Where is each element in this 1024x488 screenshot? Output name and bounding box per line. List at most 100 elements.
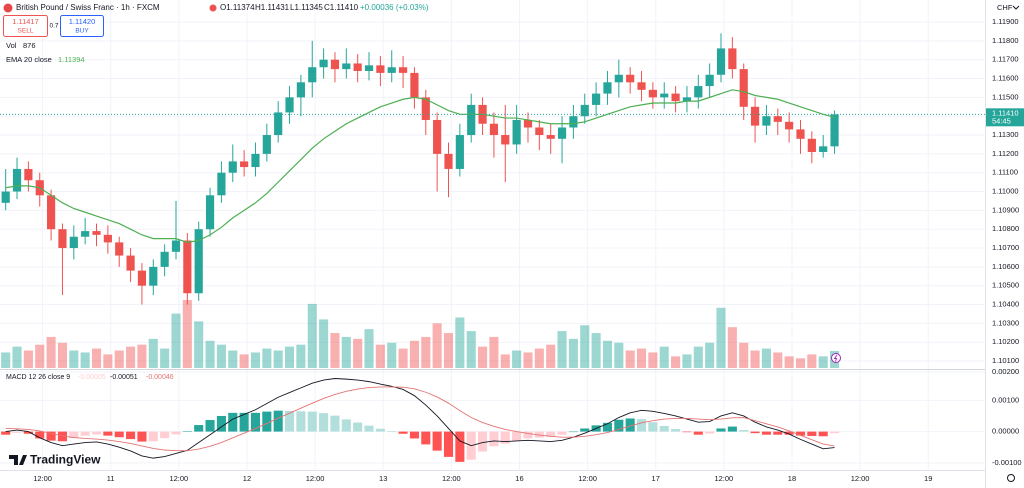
buy-box[interactable] bbox=[60, 15, 104, 37]
macd-histogram-bar bbox=[659, 425, 669, 432]
candle-body bbox=[648, 89, 657, 98]
macd-histogram-bar bbox=[682, 431, 692, 433]
macd-histogram-bar bbox=[443, 431, 454, 457]
macd-histogram-bar bbox=[341, 419, 351, 432]
macd-line bbox=[5, 378, 835, 459]
candle-body bbox=[24, 168, 33, 181]
candle-body bbox=[1, 191, 10, 203]
volume-bar bbox=[35, 344, 45, 368]
ohlc-open: O1.11374 bbox=[220, 3, 255, 12]
candle-body bbox=[160, 251, 169, 267]
buy-label[interactable]: BUY bbox=[75, 28, 89, 35]
sell-label[interactable]: SELL bbox=[18, 28, 34, 35]
candle-body bbox=[694, 86, 703, 98]
candle-body bbox=[308, 67, 317, 83]
volume-bar bbox=[614, 342, 624, 368]
candle-body bbox=[819, 146, 828, 152]
macd-histogram-bar bbox=[330, 415, 340, 432]
axis-menu[interactable] bbox=[1012, 5, 1020, 10]
ohlc-high: H1.11431 bbox=[255, 3, 290, 12]
macd-histogram-bar bbox=[46, 431, 56, 441]
macd-histogram-bar bbox=[250, 412, 261, 432]
buy-price[interactable]: 1.11420 bbox=[69, 17, 96, 26]
alert-bolt bbox=[833, 354, 838, 362]
candle-body bbox=[364, 65, 374, 72]
macd-histogram-bar bbox=[534, 431, 544, 438]
macd-layer bbox=[1, 378, 840, 462]
candle-body bbox=[773, 116, 782, 122]
brand-mark bbox=[9, 455, 27, 465]
macd-histogram-bar bbox=[409, 431, 419, 439]
macd-histogram-bar bbox=[35, 431, 45, 439]
macd-histogram-bar bbox=[818, 431, 828, 437]
volume-bar bbox=[353, 338, 363, 368]
macd-histogram-bar bbox=[830, 431, 840, 434]
candle-body bbox=[103, 234, 112, 243]
volume-bar bbox=[148, 338, 158, 368]
y-tick-label: 1.10400 bbox=[992, 300, 1019, 309]
macd-histogram-bar bbox=[716, 428, 726, 432]
volume-bar bbox=[284, 346, 295, 368]
candle-body bbox=[512, 119, 521, 145]
volume-bar bbox=[182, 300, 192, 368]
candle-body bbox=[137, 270, 147, 286]
y-tick-label: 1.11100 bbox=[992, 168, 1018, 177]
currency: CHF bbox=[997, 3, 1013, 12]
macd-histogram-bar bbox=[103, 431, 113, 436]
macd-histogram-bar bbox=[398, 431, 408, 434]
macd-histogram-bar bbox=[12, 431, 22, 433]
macd-histogram-bar bbox=[262, 411, 272, 432]
volume-bar bbox=[455, 317, 465, 368]
candle-body bbox=[546, 135, 555, 139]
volume-bar bbox=[341, 336, 351, 368]
y-tick-label: 1.10600 bbox=[992, 262, 1019, 271]
ohlc-low: L1.11345 bbox=[290, 3, 323, 12]
sell-button[interactable]: 1.11417 SELL bbox=[3, 15, 48, 37]
volume-bar bbox=[250, 352, 261, 368]
macd-histogram-bar bbox=[705, 431, 715, 434]
candle-body bbox=[194, 229, 203, 294]
macd-histogram-bar bbox=[353, 422, 363, 432]
settings-icon[interactable] bbox=[1007, 474, 1015, 482]
x-tick-label: 13 bbox=[379, 474, 387, 483]
ohlc-close: C1.11410 bbox=[324, 3, 359, 12]
volume-bar bbox=[795, 358, 806, 368]
macd-hist-value: -0.00005 bbox=[78, 374, 106, 381]
volume-bar bbox=[114, 350, 124, 368]
x-tick-label: 12:00 bbox=[851, 474, 870, 483]
macd-histogram-bar bbox=[57, 431, 67, 442]
volume-bar bbox=[91, 348, 102, 368]
volume-bar bbox=[489, 336, 499, 368]
volume-bar bbox=[171, 313, 181, 368]
sell-box[interactable] bbox=[3, 15, 48, 37]
candle-body bbox=[569, 116, 578, 128]
volume-bar bbox=[443, 333, 454, 368]
buy-button[interactable]: 1.11420 BUY bbox=[60, 15, 104, 37]
macd-histogram-bar bbox=[750, 431, 760, 434]
candle-body bbox=[81, 231, 90, 237]
candle-body bbox=[171, 240, 181, 252]
candle-body bbox=[716, 48, 726, 75]
macd-histogram-bar bbox=[182, 431, 192, 432]
volume-bar bbox=[46, 336, 56, 368]
last-price-label: 1.11410 bbox=[992, 108, 1019, 117]
candle-body bbox=[353, 63, 362, 72]
volume-bar bbox=[126, 346, 136, 368]
macd-histogram-bar bbox=[194, 425, 204, 432]
y-tick-label: 1.11300 bbox=[992, 130, 1019, 139]
candle-body bbox=[217, 172, 226, 196]
y-tick-label: -0.00100 bbox=[992, 458, 1022, 467]
brand-logo: TradingView bbox=[9, 453, 101, 467]
sell-price[interactable]: 1.11417 bbox=[12, 17, 39, 26]
macd-histogram-bar bbox=[580, 428, 590, 432]
macd-histogram-bar bbox=[773, 431, 783, 435]
volume-bar bbox=[807, 354, 817, 368]
y-tick-label: 1.10500 bbox=[992, 281, 1019, 290]
alert-icon[interactable] bbox=[831, 353, 841, 363]
y-tick-label: 0.00200 bbox=[992, 367, 1019, 376]
volume-value: 876 bbox=[23, 41, 36, 50]
symbol-title: British Pound / Swiss Franc · 1h · FXCM bbox=[16, 3, 160, 12]
candle-body bbox=[342, 63, 351, 70]
macd-histogram-bar bbox=[148, 431, 158, 442]
volume-bar bbox=[216, 344, 226, 368]
